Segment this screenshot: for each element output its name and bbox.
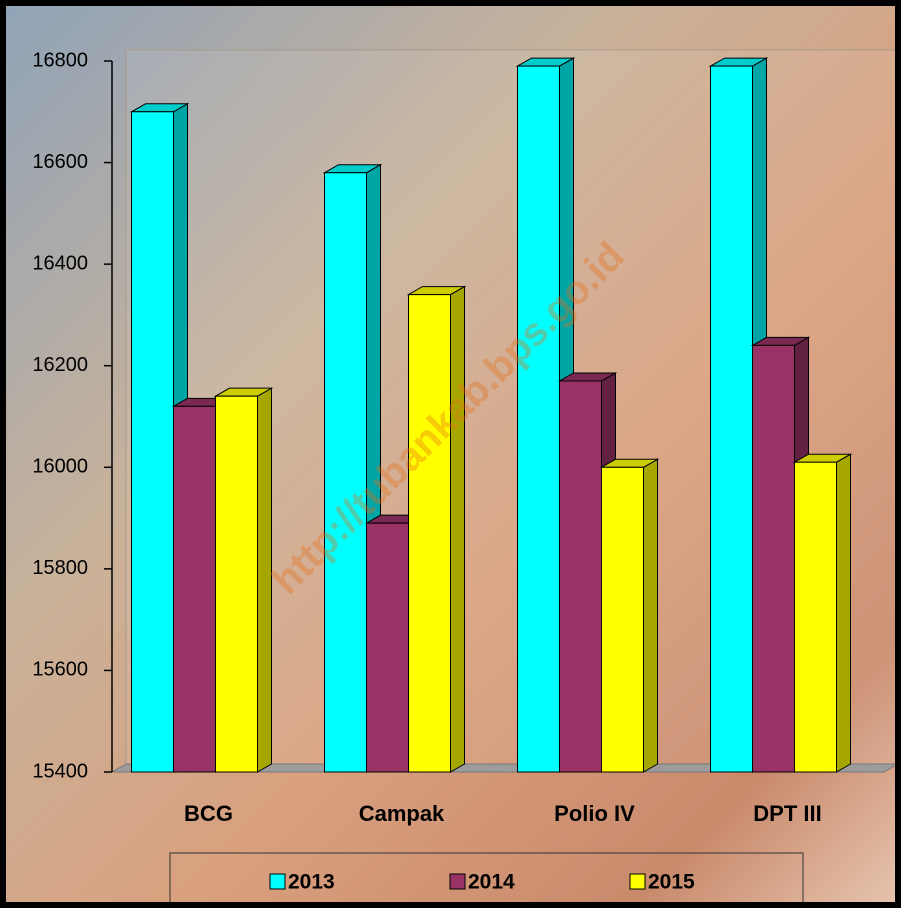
bar: [794, 461, 837, 773]
bar-side: [643, 458, 658, 773]
bar: [559, 380, 602, 773]
bar-side: [450, 285, 465, 773]
y-tick-label: 16600: [32, 151, 88, 173]
legend-swatch: [449, 873, 466, 890]
y-tick-label: 16000: [32, 456, 88, 478]
legend-label: 2014: [468, 871, 515, 894]
bar: [752, 344, 795, 773]
legend-label: 2013: [288, 871, 335, 894]
bar: [131, 111, 174, 773]
legend-label: 2015: [648, 871, 695, 894]
bar: [215, 395, 258, 773]
bar: [408, 294, 451, 773]
x-tick-label: DPT III: [753, 801, 821, 826]
y-tick-label: 15600: [32, 659, 88, 681]
bar: [710, 65, 753, 773]
bar: [324, 172, 367, 773]
bar-side: [836, 453, 851, 773]
legend-swatch: [269, 873, 286, 890]
y-tick-label: 16400: [32, 252, 88, 274]
bar: [601, 466, 644, 773]
bar-side: [257, 387, 272, 773]
y-tick-label: 15400: [32, 760, 88, 782]
y-tick-label: 16200: [32, 354, 88, 376]
legend-box: [169, 852, 804, 913]
bar: [366, 522, 409, 773]
x-tick-label: Polio IV: [554, 801, 635, 826]
bar: [517, 65, 560, 773]
y-tick-label: 15800: [32, 557, 88, 579]
bar: [173, 405, 216, 773]
x-tick-label: Campak: [359, 801, 445, 826]
legend-swatch: [629, 873, 646, 890]
x-tick-label: BCG: [184, 801, 233, 826]
y-tick-label: 16800: [32, 49, 88, 71]
